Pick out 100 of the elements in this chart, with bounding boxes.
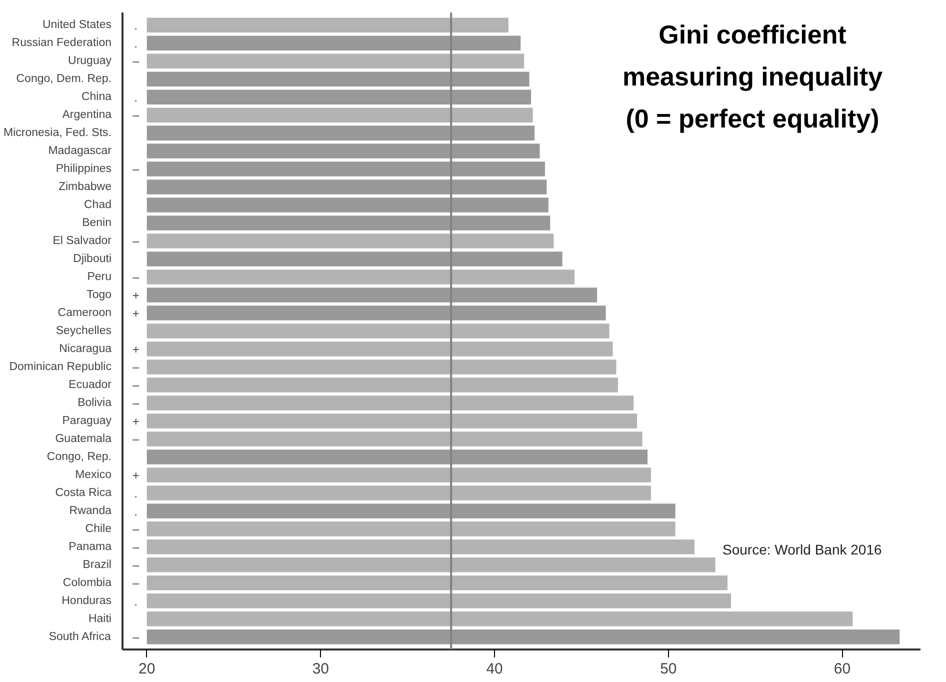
bar bbox=[146, 252, 562, 266]
y-tick-label: Haiti bbox=[88, 612, 112, 625]
bar bbox=[146, 414, 638, 428]
bar bbox=[146, 288, 598, 302]
y-tick-label: Dominican Republic bbox=[9, 360, 112, 373]
y-tick-label: Mexico bbox=[75, 468, 112, 481]
data-label: – bbox=[132, 378, 140, 392]
bar bbox=[146, 594, 731, 608]
bar bbox=[146, 162, 545, 176]
bar bbox=[146, 108, 533, 122]
y-tick-label: Argentina bbox=[62, 109, 112, 122]
bar bbox=[146, 90, 532, 104]
y-tick-label: Cameroon bbox=[58, 307, 112, 320]
data-label: – bbox=[132, 234, 140, 248]
y-tick-label: Chile bbox=[85, 522, 112, 535]
y-tick-label: Chad bbox=[84, 199, 112, 212]
y-tick-label: Ecuador bbox=[68, 378, 112, 391]
y-tick-label: Togo bbox=[86, 289, 112, 302]
bar bbox=[146, 306, 606, 320]
x-tick-label: 30 bbox=[312, 660, 330, 678]
data-label: – bbox=[132, 54, 140, 68]
bar bbox=[146, 468, 652, 482]
bar bbox=[146, 216, 550, 230]
bar bbox=[146, 324, 610, 338]
y-tick-label: Panama bbox=[68, 540, 112, 553]
bar bbox=[146, 504, 676, 518]
bar bbox=[146, 144, 540, 158]
annotation: Source: World Bank 2016 bbox=[722, 542, 882, 558]
y-tick-label: Colombia bbox=[62, 576, 112, 589]
bar bbox=[146, 126, 535, 140]
y-tick-label: Peru bbox=[87, 271, 112, 284]
data-label: – bbox=[132, 270, 140, 284]
y-tick-label: Guatemala bbox=[55, 432, 112, 445]
data-label: . bbox=[134, 18, 138, 33]
bar bbox=[146, 450, 648, 464]
bar bbox=[146, 342, 613, 356]
y-tick-label: Congo, Rep. bbox=[46, 450, 112, 463]
data-label: – bbox=[132, 108, 140, 122]
bar bbox=[146, 36, 521, 50]
y-tick-label: Nicaragua bbox=[59, 342, 112, 355]
y-tick-label: Madagascar bbox=[48, 145, 112, 158]
bar bbox=[146, 234, 554, 248]
data-label: – bbox=[132, 540, 140, 554]
data-label: . bbox=[134, 504, 138, 518]
bar bbox=[146, 180, 547, 194]
y-tick-label: Philippines bbox=[56, 163, 112, 176]
y-tick-label: Brazil bbox=[82, 558, 112, 571]
data-label: – bbox=[132, 360, 140, 374]
data-label: . bbox=[134, 594, 138, 608]
data-label: . bbox=[134, 36, 138, 51]
data-label: – bbox=[132, 558, 140, 572]
y-tick-label: China bbox=[81, 91, 112, 104]
data-label: – bbox=[132, 432, 140, 446]
bar bbox=[146, 396, 634, 410]
y-tick-label: Paraguay bbox=[62, 414, 112, 427]
x-tick-label: 60 bbox=[834, 660, 851, 678]
data-label: – bbox=[132, 576, 140, 590]
y-tick-label: Zimbabwe bbox=[58, 181, 112, 194]
y-tick-label: Benin bbox=[82, 217, 112, 230]
y-tick-label: South Africa bbox=[48, 630, 112, 643]
bar bbox=[146, 198, 548, 212]
y-tick-label: Honduras bbox=[62, 594, 112, 607]
data-label: . bbox=[134, 90, 138, 105]
data-label: + bbox=[132, 414, 140, 428]
data-label: . bbox=[134, 486, 138, 500]
bar bbox=[146, 558, 716, 572]
bar bbox=[146, 18, 508, 32]
y-tick-label: Bolivia bbox=[78, 396, 112, 409]
y-tick-label: Djibouti bbox=[73, 253, 112, 266]
y-tick-label: Costa Rica bbox=[55, 486, 112, 499]
bar bbox=[146, 540, 694, 554]
y-tick-label: Seychelles bbox=[56, 325, 112, 337]
data-label: – bbox=[132, 162, 140, 176]
y-tick-label: El Salvador bbox=[52, 235, 112, 248]
x-tick-label: 50 bbox=[660, 660, 677, 678]
bar bbox=[146, 378, 618, 392]
bar bbox=[146, 522, 676, 536]
bar bbox=[146, 576, 728, 590]
bar bbox=[146, 630, 900, 644]
text: Gini coefficient measuring inequality (0 = perfect equality) bbox=[622, 20, 884, 134]
y-tick-label: Uruguay bbox=[68, 55, 112, 68]
bar bbox=[146, 270, 575, 284]
bar bbox=[146, 72, 530, 86]
bar bbox=[146, 360, 616, 374]
y-tick-label: Rwanda bbox=[69, 504, 112, 517]
y-tick-label: Micronesia, Fed. Sts. bbox=[3, 127, 112, 140]
data-label: – bbox=[132, 630, 140, 644]
x-tick-label: 40 bbox=[486, 660, 503, 678]
data-label: + bbox=[132, 342, 140, 356]
data-label: + bbox=[132, 468, 140, 482]
data-label: – bbox=[132, 522, 140, 536]
bar bbox=[146, 432, 642, 446]
data-label: – bbox=[132, 396, 140, 410]
data-label: + bbox=[132, 288, 140, 303]
x-tick-label: 20 bbox=[138, 660, 156, 678]
bar bbox=[146, 612, 853, 626]
bar bbox=[146, 486, 652, 500]
y-tick-label: Congo, Dem. Rep. bbox=[16, 73, 112, 86]
y-tick-label: United States bbox=[42, 19, 112, 32]
data-label: + bbox=[132, 306, 140, 321]
